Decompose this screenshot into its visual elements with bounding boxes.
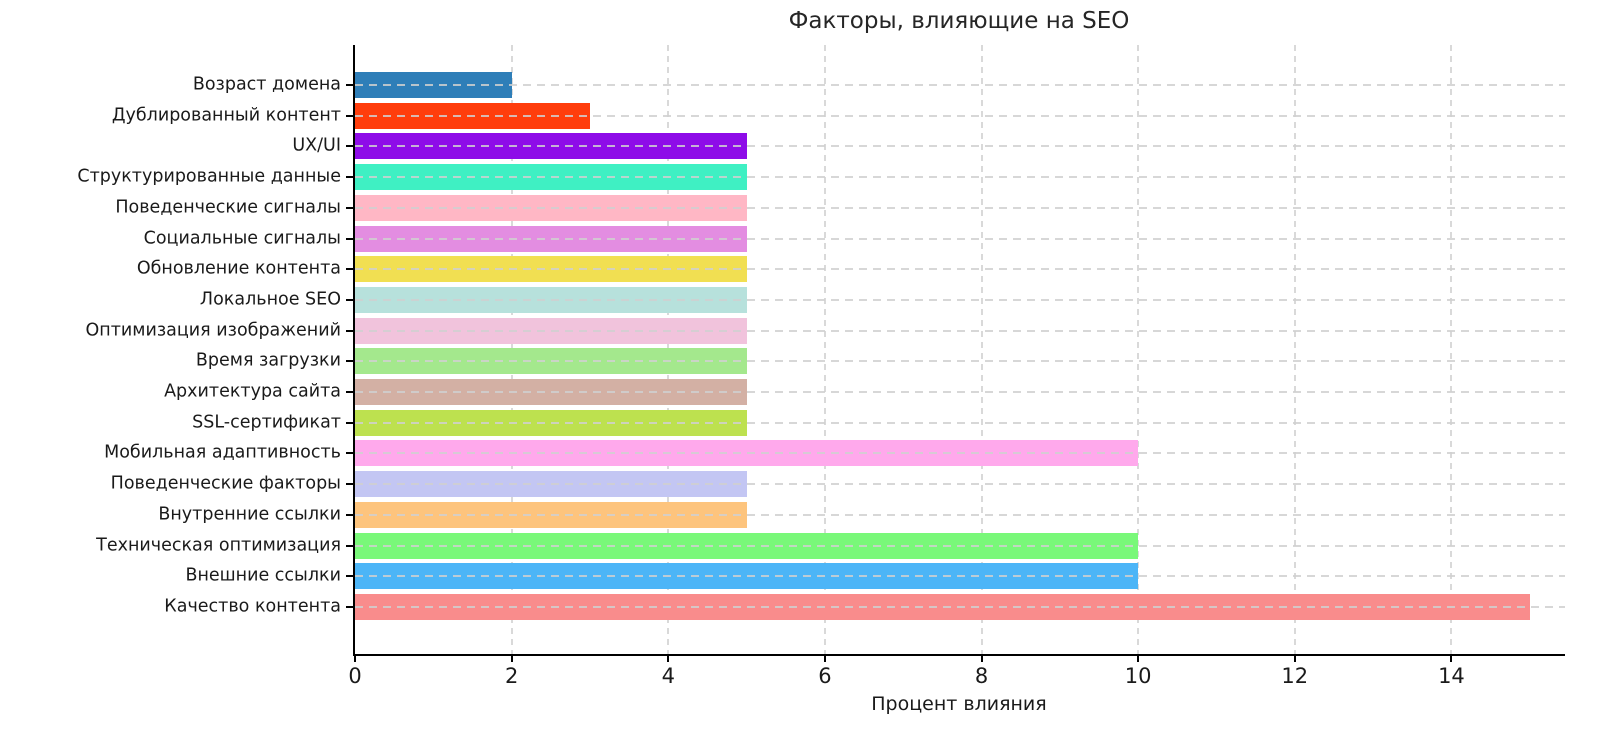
y-tick-mark: [346, 605, 353, 608]
x-tick-label: 10: [1124, 664, 1152, 688]
y-tick-label: Оптимизация изображений: [85, 319, 342, 340]
horizontal-gridline: [355, 268, 1565, 271]
x-tick-label: 2: [504, 664, 519, 688]
vertical-gridline: [1450, 45, 1453, 654]
y-tick-label: Мобильная адаптивность: [104, 442, 341, 463]
x-tick-mark: [1450, 654, 1453, 662]
x-tick-label: 4: [661, 664, 675, 688]
y-tick-label: Качество контента: [164, 596, 341, 617]
y-tick-mark: [346, 145, 353, 148]
y-tick-label: Архитектура сайта: [164, 381, 341, 402]
plot-area: 0 2 4 6 8 10 12 14: [346, 45, 1565, 687]
horizontal-gridline: [355, 145, 1565, 148]
horizontal-gridline: [355, 329, 1565, 332]
x-tick-mark: [1293, 654, 1296, 662]
x-tick-label: 0: [348, 664, 362, 688]
y-axis-labels: Возраст домена Дублированный контент UX/UI…: [0, 45, 341, 656]
horizontal-gridline: [355, 237, 1565, 240]
y-tick-mark: [346, 421, 353, 424]
horizontal-gridline: [355, 84, 1565, 86]
y-tick-mark: [346, 176, 353, 179]
y-tick-mark: [346, 544, 353, 547]
x-tick-mark: [980, 654, 983, 662]
y-tick-label: Обновление контента: [136, 258, 341, 279]
x-axis-label: Процент влияния: [871, 693, 1047, 715]
y-tick-mark: [346, 391, 353, 393]
x-tick-label: 6: [818, 664, 832, 688]
y-tick-mark: [346, 452, 353, 455]
x-tick-mark: [823, 654, 826, 662]
horizontal-gridline: [355, 206, 1565, 209]
y-tick-label: Время загрузки: [195, 350, 341, 371]
y-tick-label: Структурированные данные: [77, 166, 341, 187]
y-tick-mark: [346, 84, 353, 86]
horizontal-gridline: [355, 298, 1565, 301]
y-tick-label: Поведенческие факторы: [110, 473, 341, 494]
y-tick-mark: [346, 329, 353, 332]
y-tick-label: SSL-сертификат: [192, 411, 341, 432]
vertical-gridline: [980, 45, 983, 654]
x-tick-mark: [1137, 654, 1140, 662]
y-tick-label: Внешние ссылки: [185, 565, 341, 586]
y-tick-label: Дублированный контент: [111, 104, 341, 125]
horizontal-gridline: [355, 360, 1565, 363]
chart-title: Факторы, влияющие на SEO: [788, 8, 1130, 34]
vertical-gridline: [1137, 45, 1140, 654]
vertical-gridline: [1293, 45, 1296, 654]
vertical-gridline: [823, 45, 826, 654]
y-tick-label: Техническая оптимизация: [96, 534, 341, 555]
y-tick-mark: [346, 114, 353, 117]
y-tick-label: Локальное SEO: [199, 289, 341, 310]
horizontal-gridline: [355, 605, 1565, 608]
y-tick-mark: [346, 237, 353, 240]
horizontal-gridline: [355, 544, 1565, 547]
y-tick-mark: [346, 206, 353, 209]
horizontal-gridline: [355, 421, 1565, 424]
y-tick-mark: [346, 268, 353, 271]
x-tick-label: 14: [1438, 664, 1465, 688]
x-tick-label: 12: [1281, 664, 1309, 688]
y-tick-label: Поведенческие сигналы: [115, 197, 341, 218]
y-tick-mark: [346, 575, 353, 578]
horizontal-gridline: [355, 176, 1565, 179]
horizontal-gridline: [355, 513, 1565, 516]
horizontal-gridline: [355, 452, 1565, 455]
y-tick-label: Возраст домена: [192, 74, 341, 95]
y-tick-label: UX/UI: [292, 135, 341, 156]
y-tick-mark: [346, 360, 353, 363]
y-tick-label: Внутренние ссылки: [158, 504, 341, 525]
y-tick-mark: [346, 298, 353, 301]
horizontal-gridline: [355, 114, 1565, 117]
x-tick-label: 8: [974, 664, 989, 688]
x-tick-mark: [510, 654, 513, 662]
x-tick-mark: [667, 654, 670, 662]
x-tick-mark: [354, 654, 356, 662]
horizontal-gridline: [355, 483, 1565, 486]
y-tick-mark: [346, 483, 353, 486]
horizontal-gridline: [355, 575, 1565, 578]
y-tick-mark: [346, 513, 353, 516]
y-tick-label: Социальные сигналы: [143, 227, 341, 248]
horizontal-gridline: [355, 391, 1565, 393]
